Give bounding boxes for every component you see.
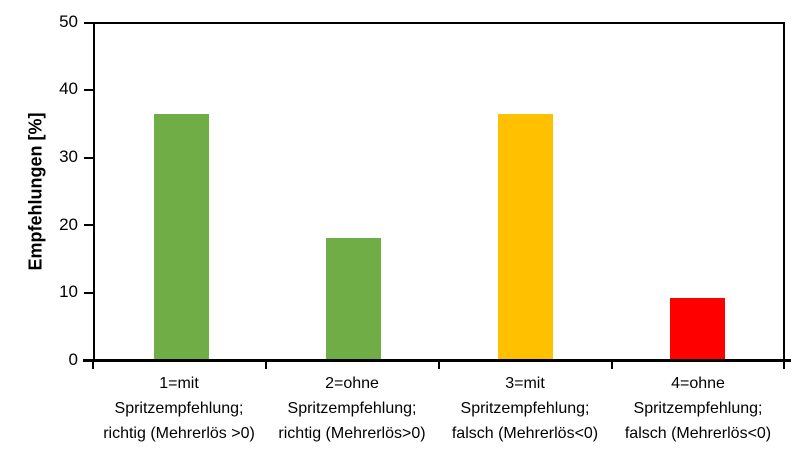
y-tick-mark bbox=[84, 157, 93, 159]
x-tick-mark bbox=[438, 362, 440, 369]
category-label-1: 1=mit Spritzempfehlung; richtig (Mehrerl… bbox=[103, 375, 255, 442]
x-tick-mark bbox=[92, 362, 94, 369]
y-tick-mark bbox=[84, 292, 93, 294]
bar-mit-falsch bbox=[497, 114, 553, 361]
bar-ohne-falsch bbox=[669, 298, 725, 361]
y-tick-mark bbox=[84, 22, 93, 24]
x-axis-line bbox=[83, 359, 791, 362]
plot-area bbox=[93, 22, 785, 361]
y-tick-label-40: 40 bbox=[59, 79, 78, 98]
bar-mit-richtig bbox=[153, 114, 209, 361]
y-tick-label-30: 30 bbox=[59, 147, 78, 166]
y-tick-label-10: 10 bbox=[59, 282, 78, 301]
x-tick-mark bbox=[783, 362, 785, 369]
category-label-4: 4=ohne Spritzempfehlung; falsch (Mehrerl… bbox=[624, 375, 772, 442]
category-label-2: 2=ohne Spritzempfehlung; richtig (Mehrer… bbox=[278, 375, 426, 442]
y-axis-title: Empfehlungen [%] bbox=[25, 112, 46, 271]
category-label-3: 3=mit Spritzempfehlung; falsch (Mehrerlö… bbox=[451, 375, 599, 442]
bar-ohne-richtig bbox=[325, 238, 381, 361]
x-tick-mark bbox=[265, 362, 267, 369]
x-tick-mark bbox=[611, 362, 613, 369]
y-tick-mark bbox=[84, 89, 93, 91]
y-axis-title-container: Empfehlungen [%] bbox=[14, 22, 58, 361]
y-tick-label-50: 50 bbox=[59, 12, 78, 31]
y-tick-label-0: 0 bbox=[68, 350, 78, 369]
y-tick-mark bbox=[84, 224, 93, 226]
y-tick-label-20: 20 bbox=[59, 215, 78, 234]
